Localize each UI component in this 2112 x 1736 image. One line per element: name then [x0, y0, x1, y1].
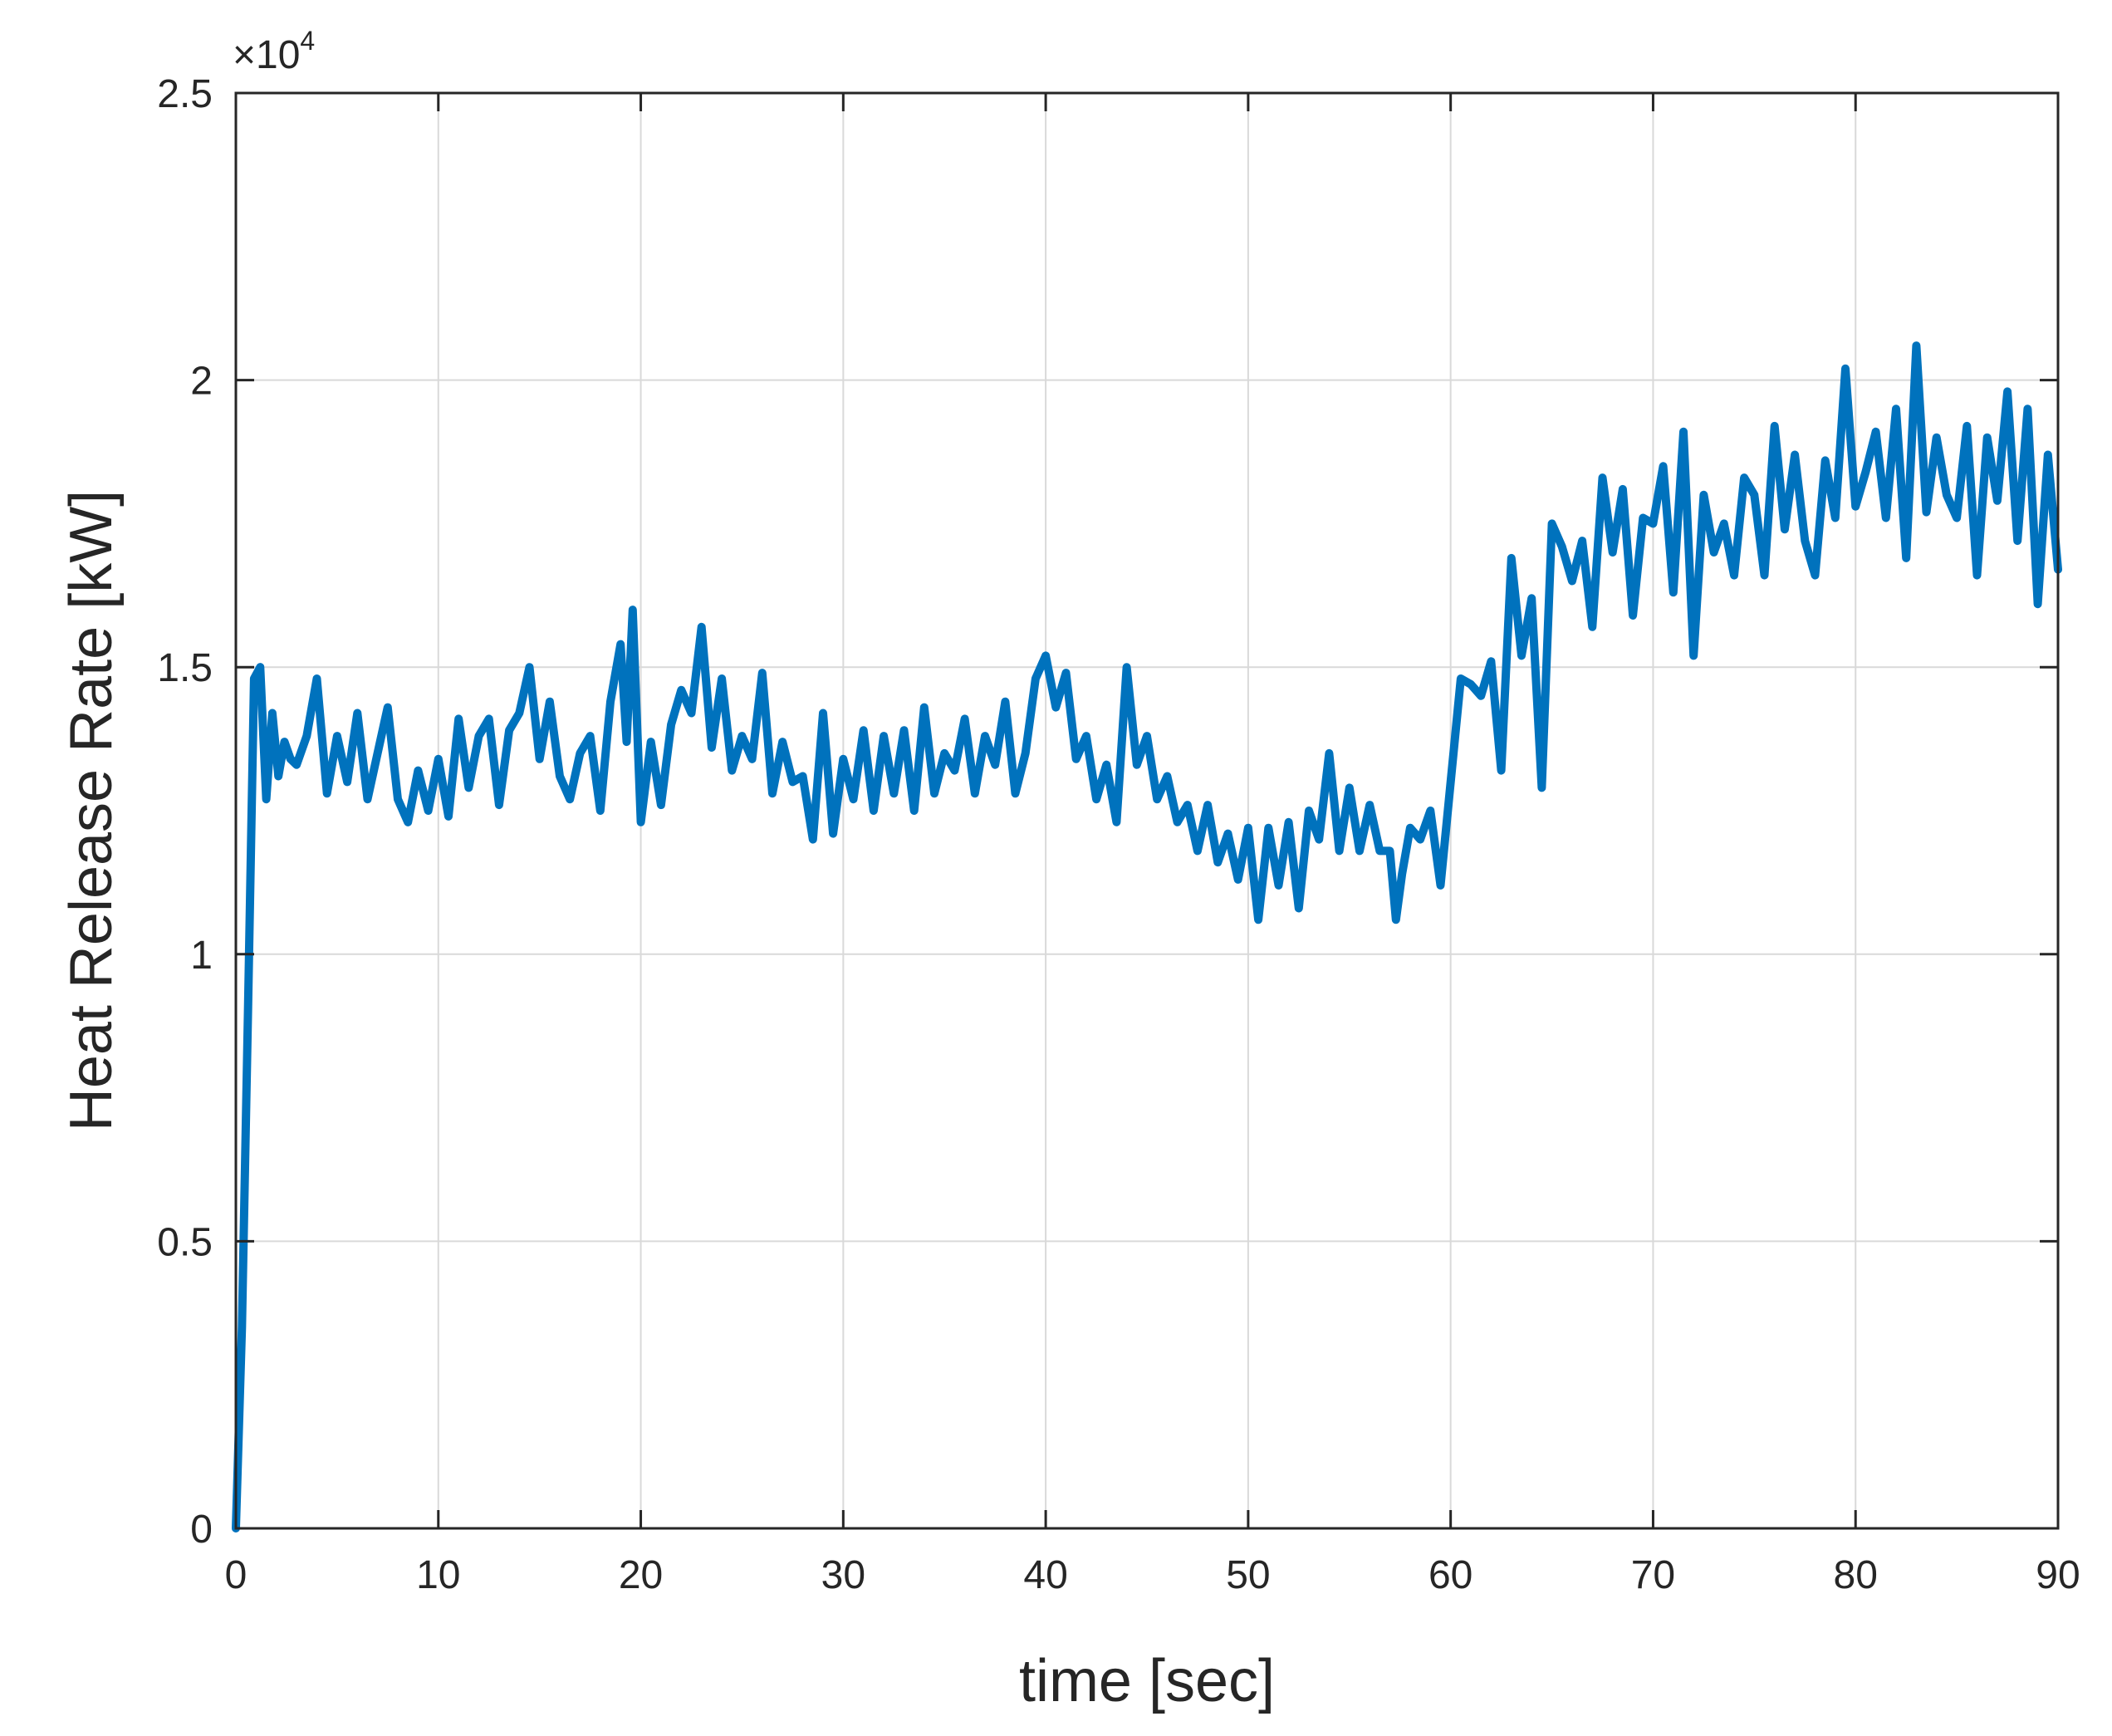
y-tick-labels: 0 0.5 1 1.5 2 2.5 — [157, 72, 213, 1552]
x-tick-label: 50 — [1226, 1553, 1270, 1597]
y-multiplier-exponent: 4 — [300, 26, 315, 56]
x-axis-title: time [sec] — [1019, 1648, 1275, 1714]
x-tick-label: 70 — [1631, 1553, 1675, 1597]
axes-box — [234, 91, 2060, 1530]
series-line — [232, 341, 2062, 1532]
x-tick-labels: 0 10 20 30 40 50 60 70 80 90 — [225, 1553, 2080, 1597]
x-tick-label: 90 — [2036, 1553, 2080, 1597]
y-tick-label: 0.5 — [157, 1220, 213, 1264]
tick-marks — [234, 91, 2060, 1530]
y-tick-label: 2 — [190, 360, 213, 404]
series-layer — [232, 341, 2062, 1532]
y-tick-label: 0 — [190, 1508, 213, 1552]
y-tick-label: 2.5 — [157, 72, 213, 116]
x-tick-label: 30 — [821, 1553, 865, 1597]
x-tick-label: 0 — [225, 1553, 247, 1597]
y-axis-title: Heat Release Rate [kW] — [58, 490, 125, 1131]
x-tick-label: 10 — [416, 1553, 460, 1597]
y-axis-multiplier: ×104 — [233, 26, 315, 77]
y-tick-label: 1.5 — [157, 646, 213, 690]
y-multiplier-base: ×10 — [233, 33, 300, 77]
x-tick-label: 20 — [619, 1553, 663, 1597]
y-tick-label: 1 — [190, 934, 213, 978]
x-tick-label: 60 — [1428, 1553, 1473, 1597]
x-tick-label: 80 — [1834, 1553, 1878, 1597]
x-tick-label: 40 — [1023, 1553, 1067, 1597]
